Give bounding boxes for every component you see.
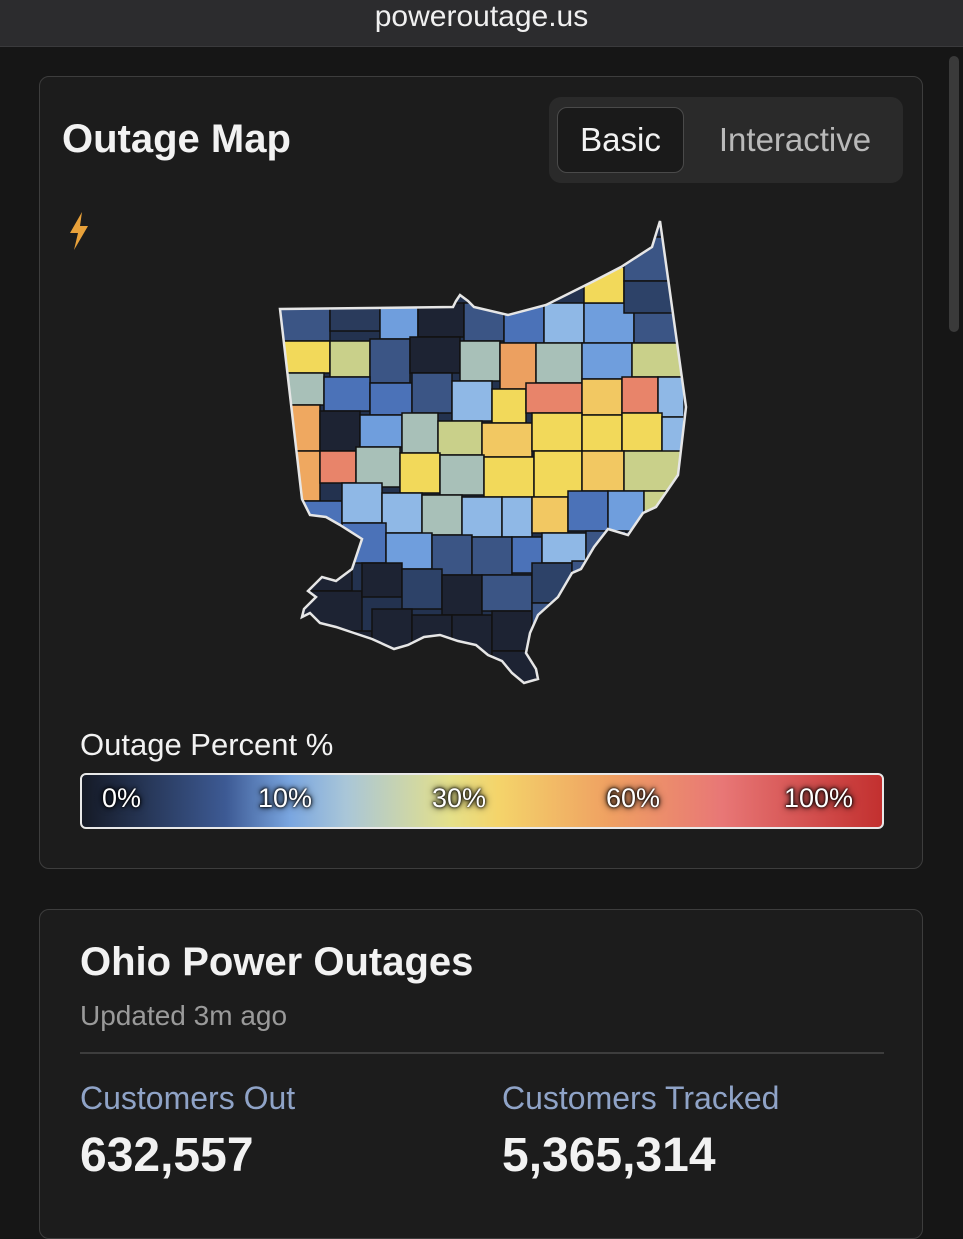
legend-label-100: 100% xyxy=(784,783,854,813)
customers-tracked-value: 5,365,314 xyxy=(502,1129,716,1182)
legend-label-30: 30% xyxy=(432,783,487,813)
ohio-county-map xyxy=(276,217,726,692)
browser-url-bar[interactable]: poweroutage.us xyxy=(0,0,963,47)
outage-map-card: Outage Map Basic Interactive xyxy=(39,76,923,869)
basic-view-button[interactable]: Basic xyxy=(557,107,684,173)
scrollbar-thumb[interactable] xyxy=(949,56,959,332)
lightning-bolt-icon[interactable] xyxy=(66,211,92,256)
customers-out-value: 632,557 xyxy=(80,1129,254,1182)
url-text: poweroutage.us xyxy=(374,0,589,33)
legend-label-10: 10% xyxy=(258,783,313,813)
legend-label-0: 0% xyxy=(102,783,142,813)
outage-percent-legend: 0% 10% 30% 60% 100% xyxy=(80,773,884,829)
map-title: Outage Map xyxy=(62,117,291,161)
legend-label-60: 60% xyxy=(606,783,661,813)
interactive-view-button[interactable]: Interactive xyxy=(718,121,872,158)
stats-title: Ohio Power Outages xyxy=(80,940,474,984)
customers-out-label: Customers Out xyxy=(80,1080,296,1116)
county-shapes xyxy=(280,221,686,683)
outage-stats-card: Ohio Power Outages Updated 3m ago Custom… xyxy=(39,909,923,1239)
map-view-toggle: Basic Interactive xyxy=(549,97,903,183)
legend-title: Outage Percent % xyxy=(80,727,334,762)
divider xyxy=(80,1052,884,1054)
customers-tracked-label: Customers Tracked xyxy=(502,1080,780,1116)
updated-timestamp: Updated 3m ago xyxy=(80,1000,288,1031)
